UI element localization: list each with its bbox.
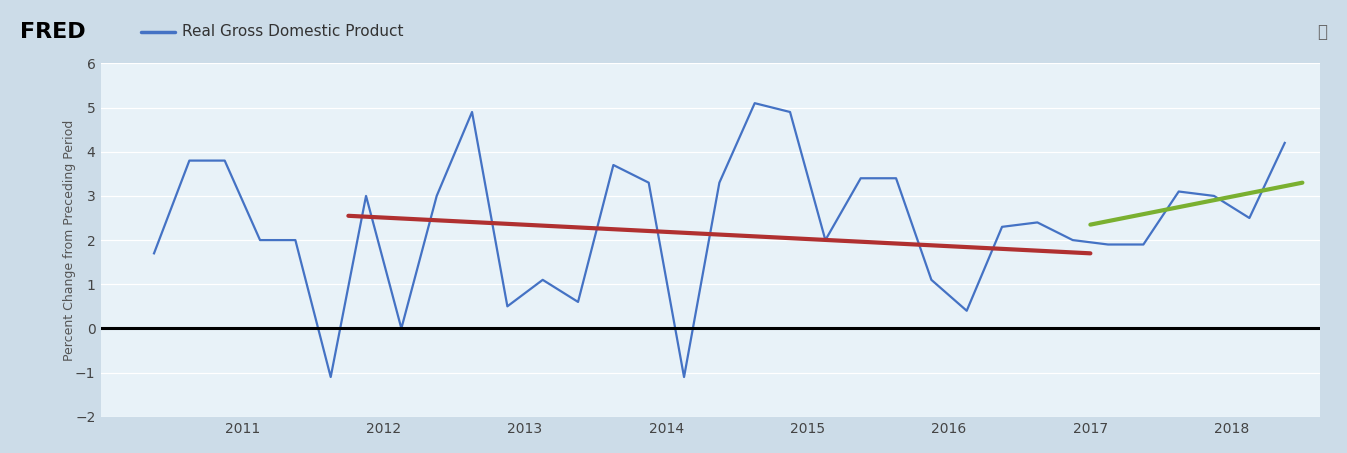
Text: ⛶: ⛶ [1317,23,1327,41]
Y-axis label: Percent Change from Preceding Period: Percent Change from Preceding Period [63,120,75,361]
Text: Real Gross Domestic Product: Real Gross Domestic Product [182,24,403,39]
Text: FRED: FRED [20,22,86,42]
